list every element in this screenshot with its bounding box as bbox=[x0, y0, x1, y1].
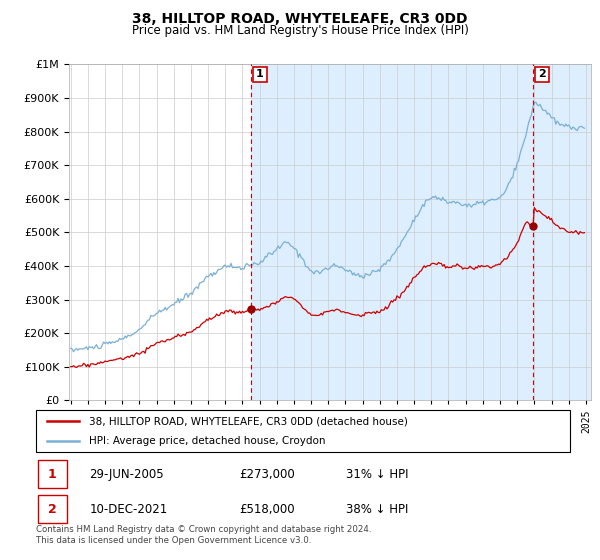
FancyBboxPatch shape bbox=[38, 495, 67, 523]
FancyBboxPatch shape bbox=[38, 460, 67, 488]
Text: Contains HM Land Registry data © Crown copyright and database right 2024.
This d: Contains HM Land Registry data © Crown c… bbox=[36, 525, 371, 545]
Text: £518,000: £518,000 bbox=[239, 502, 295, 516]
Text: £273,000: £273,000 bbox=[239, 468, 295, 480]
Text: 38% ↓ HPI: 38% ↓ HPI bbox=[346, 502, 408, 516]
Text: 1: 1 bbox=[256, 69, 264, 80]
Text: 1: 1 bbox=[48, 468, 56, 480]
Text: 10-DEC-2021: 10-DEC-2021 bbox=[89, 502, 167, 516]
Text: 2: 2 bbox=[48, 502, 56, 516]
Text: Price paid vs. HM Land Registry's House Price Index (HPI): Price paid vs. HM Land Registry's House … bbox=[131, 24, 469, 37]
Text: 38, HILLTOP ROAD, WHYTELEAFE, CR3 0DD: 38, HILLTOP ROAD, WHYTELEAFE, CR3 0DD bbox=[132, 12, 468, 26]
Text: 31% ↓ HPI: 31% ↓ HPI bbox=[346, 468, 408, 480]
Text: 38, HILLTOP ROAD, WHYTELEAFE, CR3 0DD (detached house): 38, HILLTOP ROAD, WHYTELEAFE, CR3 0DD (d… bbox=[89, 416, 408, 426]
Bar bbox=[251, 64, 591, 400]
Text: 2: 2 bbox=[538, 69, 546, 80]
FancyBboxPatch shape bbox=[36, 410, 570, 452]
Text: 29-JUN-2005: 29-JUN-2005 bbox=[89, 468, 164, 480]
Text: HPI: Average price, detached house, Croydon: HPI: Average price, detached house, Croy… bbox=[89, 436, 326, 446]
